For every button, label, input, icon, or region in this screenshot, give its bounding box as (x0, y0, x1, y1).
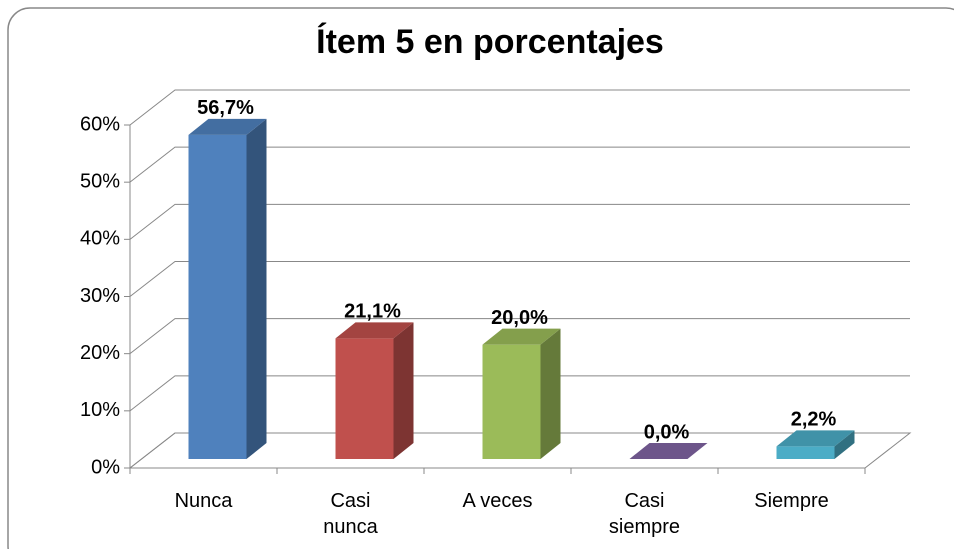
value-label: 56,7% (197, 97, 254, 119)
grid-line (129, 261, 910, 297)
value-label: 21,1% (344, 301, 401, 323)
grid-line (129, 375, 910, 412)
value-label: 0,0% (644, 421, 690, 443)
x-tick-label: Nunca (174, 490, 233, 512)
grid-line (129, 89, 910, 126)
bar-top (482, 328, 561, 345)
bar (188, 134, 247, 460)
grid-line (129, 203, 910, 240)
y-tick-label: 40% (80, 228, 120, 250)
chart-title: Ítem 5 en porcentajes (316, 23, 664, 61)
grid-line (129, 146, 910, 183)
y-tick-label: 0% (91, 456, 120, 478)
bar (335, 338, 394, 459)
bar-side (246, 118, 267, 460)
bar-top (188, 118, 267, 135)
bar-top (629, 443, 708, 459)
bar-side (540, 328, 561, 459)
x-tick-label: A veces (462, 490, 533, 512)
grid-line (129, 432, 910, 469)
bar (776, 446, 835, 459)
value-label: 20,0% (491, 307, 548, 329)
bar (482, 344, 541, 459)
x-tick-label: Siempre (754, 490, 829, 512)
y-tick-label: 50% (80, 170, 120, 192)
bar-side (834, 430, 855, 459)
y-tick-label: 30% (80, 285, 120, 307)
y-tick-label: 10% (80, 399, 120, 421)
value-label: 2,2% (791, 409, 837, 431)
x-tick-label: Casi siempre (608, 490, 681, 538)
y-tick-label: 20% (80, 342, 120, 364)
bar-side (393, 322, 414, 459)
y-tick-label: 60% (80, 113, 120, 135)
bar-top (335, 322, 414, 339)
bar-top (776, 430, 855, 447)
grid-line (129, 318, 910, 355)
x-tick-label: Casi nunca (323, 490, 378, 538)
